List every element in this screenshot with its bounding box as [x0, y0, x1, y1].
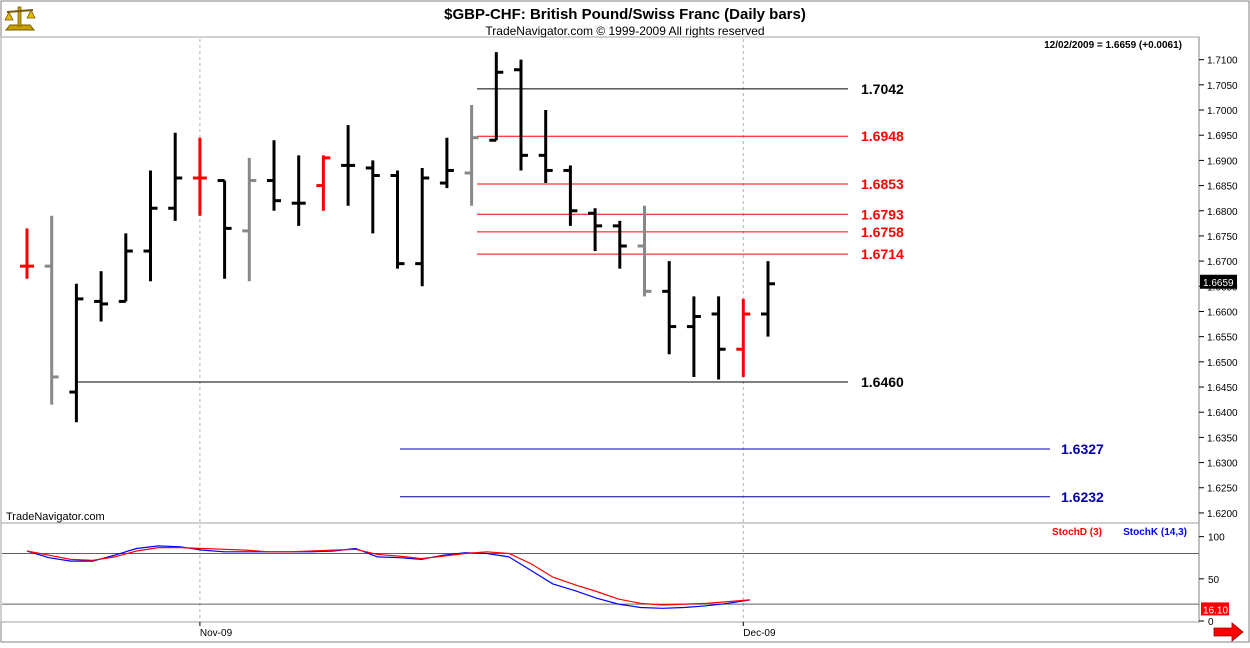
ohlc-bar	[365, 160, 380, 234]
stoch-value-badge	[1201, 602, 1229, 616]
ohlc-bar	[390, 170, 405, 269]
ohlc-bar	[439, 137, 454, 189]
ohlc-bar	[588, 208, 603, 252]
stoch-panel-frame	[0, 522, 1200, 623]
price-levels: 1.7042 1.6948 1.6853 1.6793 1.6758 1.6714 1.64…	[77, 81, 1104, 505]
watermark-text: TradeNavigator.com	[6, 511, 105, 523]
ohlc-bar	[192, 137, 207, 216]
price-tick-label: 1.7100	[1207, 56, 1238, 67]
price-tick-label: 1.7050	[1207, 81, 1238, 92]
price-tick-label: 1.7000	[1207, 106, 1238, 117]
quote-readout: 12/02/2009 = 1.6659 (+0.0061)	[1044, 40, 1182, 51]
date-tick-label: Nov-09	[200, 628, 233, 639]
date-axis: Nov-09 Dec-09	[199, 622, 776, 639]
stoch-tick-label: 0	[1208, 617, 1214, 628]
price-tick-label: 1.6500	[1207, 358, 1238, 369]
ohlc-bar	[118, 233, 133, 303]
stoch-tick-label: 50	[1208, 575, 1220, 586]
price-tick-label: 1.6450	[1207, 383, 1238, 394]
stoch-d-legend: StochD (3)	[1052, 527, 1102, 538]
price-axis: 1.7100 1.7050 1.7000 1.6950 1.6900 1.6850 1.68…	[1199, 56, 1238, 520]
ohlc-bar	[20, 228, 34, 279]
price-tick-label: 1.6400	[1207, 408, 1238, 419]
chart-subtitle: TradeNavigator.com © 1999-2009 All right…	[485, 24, 764, 38]
ohlc-bar	[711, 296, 726, 380]
ohlc-bar	[563, 165, 578, 226]
price-level-label: 1.7042	[861, 81, 904, 97]
last-price-label: 1.6659	[1203, 278, 1234, 289]
ohlc-bar	[538, 110, 553, 184]
stoch-tick-label: 100	[1208, 533, 1225, 544]
price-level-label: 1.6327	[1061, 441, 1104, 457]
price-tick-label: 1.6950	[1207, 131, 1238, 142]
price-tick-label: 1.6250	[1207, 484, 1238, 495]
date-tick-label: Dec-09	[743, 628, 776, 639]
ohlc-bar	[464, 104, 479, 206]
price-level-label: 1.6758	[861, 224, 904, 240]
price-tick-label: 1.6750	[1207, 232, 1238, 243]
price-level-label: 1.6793	[861, 206, 904, 222]
price-tick-label: 1.6200	[1207, 509, 1238, 520]
price-tick-label: 1.6850	[1207, 182, 1238, 193]
stoch-series-line	[26, 546, 751, 606]
ohlc-bar	[291, 155, 306, 226]
ohlc-bar	[686, 296, 701, 377]
ohlc-bar	[341, 125, 356, 206]
ohlc-bar	[514, 59, 528, 171]
chart-title: $GBP-CHF: British Pound/Swiss Franc (Dai…	[444, 6, 806, 23]
price-tick-label: 1.6900	[1207, 156, 1238, 167]
price-level-label: 1.6460	[861, 374, 904, 390]
ohlc-bar	[267, 140, 281, 211]
ohlc-bars	[20, 52, 775, 423]
ohlc-bar	[761, 261, 775, 337]
ohlc-bar	[637, 205, 652, 297]
stoch-value-label: 16.10	[1203, 605, 1228, 616]
price-tick-label: 1.6300	[1207, 459, 1238, 470]
last-price-badge	[1200, 274, 1237, 289]
stochastic-panel: 100 50 0 StochD (3) StochK (14,3) 16.10	[2, 527, 1229, 628]
stoch-k-legend: StochK (14,3)	[1123, 527, 1187, 538]
ohlc-bar	[316, 155, 331, 211]
ohlc-bar	[44, 215, 59, 405]
price-level-label: 1.6714	[861, 246, 904, 262]
price-tick-label: 1.6350	[1207, 433, 1238, 444]
stoch-series-line	[26, 545, 751, 609]
price-panel-frame	[0, 36, 1200, 524]
ohlc-bar	[94, 271, 109, 322]
ohlc-bar	[662, 261, 677, 355]
price-tick-label: 1.6550	[1207, 333, 1238, 344]
price-tick-label: 1.6700	[1207, 257, 1238, 268]
ohlc-bar	[489, 52, 504, 142]
ohlc-bar	[612, 220, 627, 269]
ohlc-bar	[217, 179, 232, 279]
scales-logo-icon[interactable]	[4, 6, 36, 31]
price-tick-label: 1.6800	[1207, 207, 1238, 218]
ohlc-bar	[736, 298, 751, 377]
ohlc-bar	[242, 157, 257, 282]
ohlc-bar	[415, 167, 430, 287]
right-arrow-icon[interactable]	[1213, 622, 1244, 642]
ohlc-bar	[69, 283, 84, 423]
price-tick-label: 1.6600	[1207, 307, 1238, 318]
price-level-label: 1.6232	[1061, 489, 1104, 505]
ohlc-bar	[168, 132, 183, 221]
price-level-label: 1.6948	[861, 128, 904, 144]
price-level-label: 1.6853	[861, 176, 904, 192]
ohlc-bar	[143, 170, 158, 282]
